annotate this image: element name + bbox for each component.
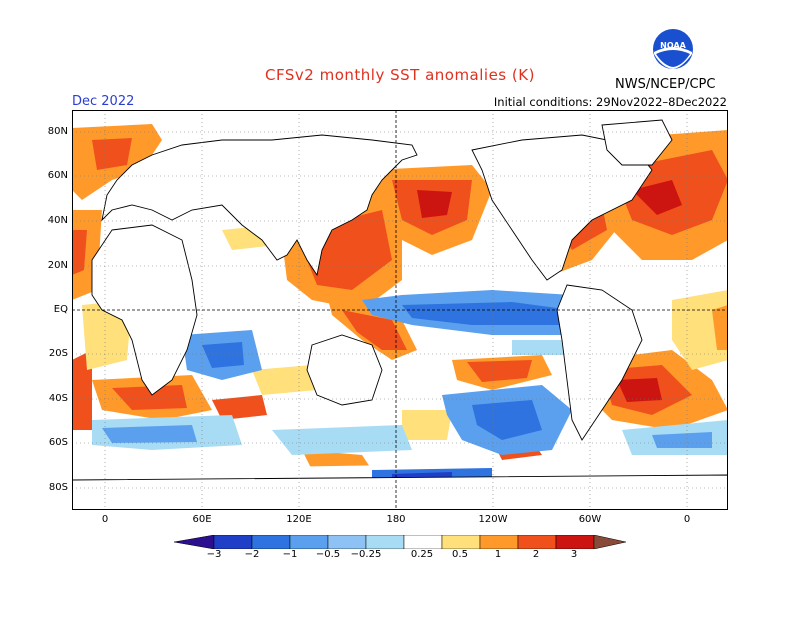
- colorbar-label: 1: [494, 549, 502, 560]
- colorbar-bin: [403, 535, 443, 549]
- colorbar-bin: [479, 535, 519, 549]
- colorbar-bin: [251, 535, 291, 549]
- colorbar: [174, 535, 626, 549]
- colorbar-label: −1: [282, 549, 298, 560]
- lat-label: EQ: [53, 304, 68, 315]
- noaa-logo-text: NOAA: [660, 41, 686, 50]
- colorbar-bin: [555, 535, 595, 549]
- noaa-logo: NOAA: [653, 29, 693, 69]
- colorbar-bin: [213, 535, 253, 549]
- colorbar-bin: [441, 535, 481, 549]
- initial-conditions: Initial conditions: 29Nov2022–8Dec2022: [493, 95, 727, 109]
- colorbar-label: −0.25: [350, 549, 382, 560]
- lon-label: 0: [683, 514, 691, 525]
- colorbar-label: −2: [244, 549, 260, 560]
- lat-label: 60S: [48, 437, 68, 448]
- lat-label: 40N: [47, 215, 68, 226]
- lon-label: 120W: [478, 514, 508, 525]
- colorbar-label: 0.25: [410, 549, 434, 560]
- colorbar-bin: [327, 535, 367, 549]
- sst-anomaly-map: [72, 110, 728, 510]
- colorbar-bin: [289, 535, 329, 549]
- lat-label: 40S: [48, 393, 68, 404]
- colorbar-label: 3: [570, 549, 578, 560]
- agency-label: NWS/NCEP/CPC: [615, 77, 716, 92]
- colorbar-label: −0.5: [315, 549, 341, 560]
- forecast-month: Dec 2022: [72, 94, 135, 109]
- lat-label: 60N: [47, 170, 68, 181]
- equator-dateline: [72, 110, 728, 510]
- colorbar-right-triangle: [593, 535, 626, 549]
- lat-label: 20N: [47, 260, 68, 271]
- lon-label: 180: [386, 514, 406, 525]
- map-frame: [72, 110, 728, 510]
- lat-label: 20S: [48, 348, 68, 359]
- lon-label: 120E: [286, 514, 312, 525]
- lat-label: 80N: [47, 126, 68, 137]
- lon-label: 60E: [192, 514, 212, 525]
- colorbar-bin: [365, 535, 405, 549]
- lat-label: 80S: [48, 482, 68, 493]
- colorbar-label: 2: [532, 549, 540, 560]
- colorbar-left-triangle: [174, 535, 215, 549]
- colorbar-bin: [517, 535, 557, 549]
- map-title: CFSv2 monthly SST anomalies (K): [265, 66, 535, 84]
- continent-outlines: [72, 119, 728, 510]
- colorbar-label: −3: [206, 549, 222, 560]
- colorbar-label: 0.5: [452, 549, 468, 560]
- lon-label: 0: [101, 514, 109, 525]
- lon-label: 60W: [578, 514, 602, 525]
